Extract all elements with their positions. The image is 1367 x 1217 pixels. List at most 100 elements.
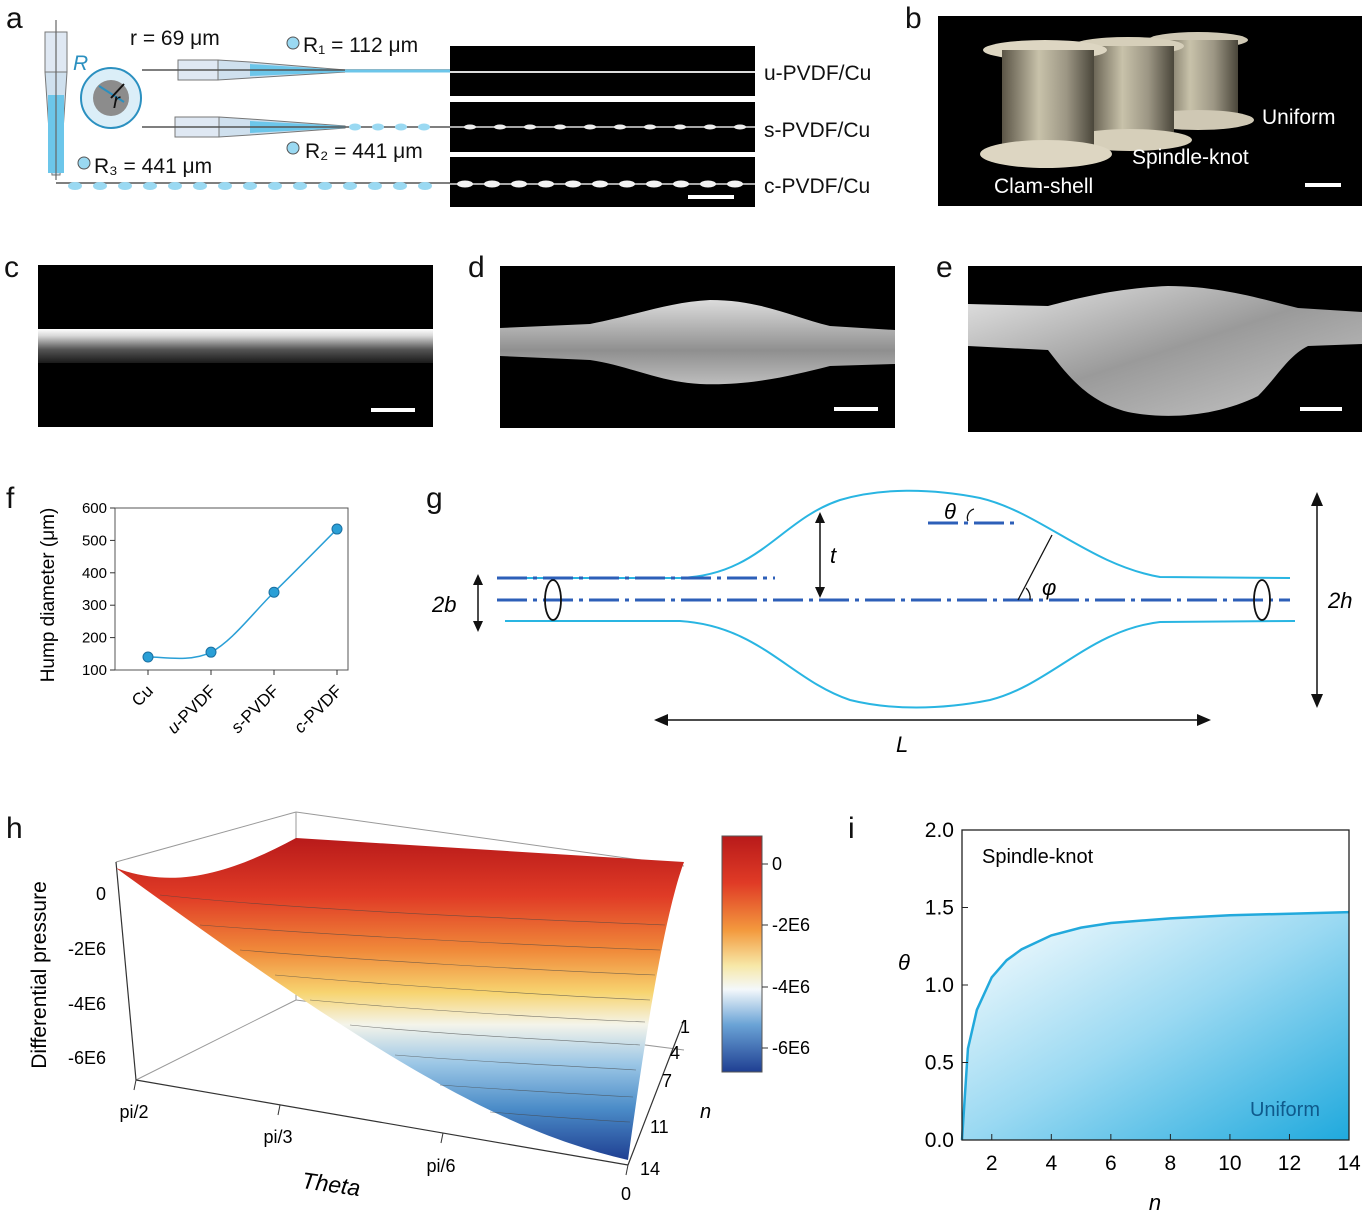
chart-phase-diagram: 0.00.51.01.52.0 2 4 6 8 10 12 14 Spindle-knot … <box>898 819 1361 1215</box>
n-tick-4: 4 <box>670 1043 680 1063</box>
spindle-upper-contour <box>497 489 1291 579</box>
y-axis-label: Hump diameter (μm) <box>38 508 59 683</box>
x-tick-label: 12 <box>1278 1152 1301 1175</box>
colorbar-tick-6e6: -6E6 <box>772 1038 810 1058</box>
x-tick-label: Cu <box>128 681 157 710</box>
panel-label-f: f <box>6 482 15 515</box>
spool-label-clamshell: Clam-shell <box>994 175 1094 198</box>
theta-tick-pi2: pi/2 <box>119 1102 148 1122</box>
x-tick-label: 10 <box>1218 1152 1241 1175</box>
y-tick-label: 600 <box>82 500 107 517</box>
spindle-geometry-diagram: θ t φ 2b 2h L <box>431 489 1352 757</box>
panel-label-c: c <box>4 251 19 284</box>
radius-r1-label: R₁ = 112 μm <box>303 34 419 57</box>
t-symbol: t <box>830 543 837 568</box>
z-axis-label: Differential pressure <box>28 881 51 1069</box>
fiber-label-spindle: s-PVDF/Cu <box>764 119 871 142</box>
scale-bar <box>371 408 415 412</box>
spools-photo <box>938 16 1362 206</box>
n-tick-11: 11 <box>650 1117 669 1137</box>
scale-bar <box>1300 407 1342 411</box>
radius-r2-label: R₂ = 441 μm <box>305 140 423 163</box>
sem-image-uniform <box>38 265 433 427</box>
panel-label-b: b <box>905 2 922 35</box>
scale-bar <box>1305 183 1341 187</box>
y-tick-label: 200 <box>82 630 107 647</box>
fiber-image-spindle <box>450 102 755 152</box>
x-tick-label: s-PVDF <box>227 681 283 737</box>
panel-label-a: a <box>6 2 23 35</box>
spindle-lower-contour <box>505 620 1296 709</box>
panel-label-i: i <box>848 812 855 845</box>
pressure-surface <box>116 838 684 1160</box>
y-axis-label: θ <box>898 950 910 975</box>
panel-label-e: e <box>936 251 953 284</box>
spool-label-spindle: Spindle-knot <box>1132 146 1249 169</box>
colorbar <box>721 835 763 1073</box>
y-tick-label: 300 <box>82 597 107 614</box>
x-axis-label: n <box>1149 1190 1161 1215</box>
boundary-curve <box>960 910 1350 1141</box>
y-tick-label: 500 <box>82 532 107 549</box>
panel-label-d: d <box>468 251 485 284</box>
fiber-image-uniform <box>450 46 755 96</box>
data-point <box>268 586 280 598</box>
x-tick-label: 2 <box>986 1152 998 1175</box>
sem-image-spindle <box>500 266 895 428</box>
region-label-uniform: Uniform <box>1250 1099 1320 1121</box>
y-tick-label: 100 <box>82 662 107 679</box>
z-tick-2e6: -2E6 <box>68 939 106 959</box>
scale-bar <box>688 195 734 199</box>
2h-symbol: 2h <box>1327 588 1352 613</box>
fit-curve <box>147 528 338 660</box>
data-point <box>205 646 217 658</box>
colorbar-tick-2e6: -2E6 <box>772 915 810 935</box>
y-tick-label: 1.5 <box>925 897 954 920</box>
L-symbol: L <box>896 732 908 757</box>
x-tick-label: u-PVDF <box>164 681 220 737</box>
spool-label-uniform: Uniform <box>1262 106 1336 129</box>
z-tick-4e6: -4E6 <box>68 994 106 1014</box>
y-tick-label: 0.5 <box>925 1052 954 1075</box>
uniform-region <box>962 912 1349 1140</box>
fiber-label-uniform: u-PVDF/Cu <box>764 62 872 85</box>
theta-tick-0: 0 <box>621 1184 631 1204</box>
scale-bar <box>834 407 878 411</box>
x-tick-label: 14 <box>1337 1152 1361 1175</box>
y-tick-label: 400 <box>82 565 107 582</box>
chart-frame <box>114 507 349 671</box>
data-point <box>142 651 154 663</box>
x-tick-label: 8 <box>1165 1152 1177 1175</box>
y-tick-label: 1.0 <box>925 974 954 997</box>
panel-label-h: h <box>6 812 23 845</box>
theta-tick-pi6: pi/6 <box>426 1156 455 1176</box>
phi-symbol: φ <box>1042 575 1056 600</box>
2b-symbol: 2b <box>431 592 456 617</box>
x-tick-label: c-PVDF <box>290 681 346 737</box>
x-tick-label: 6 <box>1105 1152 1117 1175</box>
region-label-spindle: Spindle-knot <box>982 846 1094 868</box>
colorbar-tick-0: 0 <box>772 854 782 874</box>
radius-r-label: r = 69 μm <box>130 27 220 50</box>
theta-axis-label: Theta <box>300 1167 362 1201</box>
data-point <box>331 523 343 535</box>
z-tick-0: 0 <box>96 884 106 904</box>
panel-a-schematic <box>44 20 450 190</box>
n-tick-1: 1 <box>680 1017 690 1037</box>
inner-radius-symbol: r <box>113 90 120 113</box>
z-tick-6e6: -6E6 <box>68 1048 106 1068</box>
n-axis-label: n <box>700 1101 711 1123</box>
fiber-label-clamshell: c-PVDF/Cu <box>764 175 871 198</box>
chart-differential-pressure-surface: 0 -2E6 -4E6 -6E6 pi/2 pi/3 pi/6 0 1 4 7 … <box>28 811 810 1204</box>
n-tick-7: 7 <box>662 1071 672 1091</box>
panel-label-g: g <box>426 482 443 515</box>
sem-image-clamshell <box>968 266 1362 432</box>
theta-tick-pi3: pi/3 <box>263 1127 292 1147</box>
outer-radius-symbol: R <box>73 52 89 75</box>
y-tick-label: 0.0 <box>925 1129 954 1152</box>
theta-symbol: θ <box>944 499 956 524</box>
radius-r3-label: R₃ = 441 μm <box>94 155 213 178</box>
fiber-image-clamshell <box>450 157 755 207</box>
colorbar-tick-4e6: -4E6 <box>772 977 810 997</box>
